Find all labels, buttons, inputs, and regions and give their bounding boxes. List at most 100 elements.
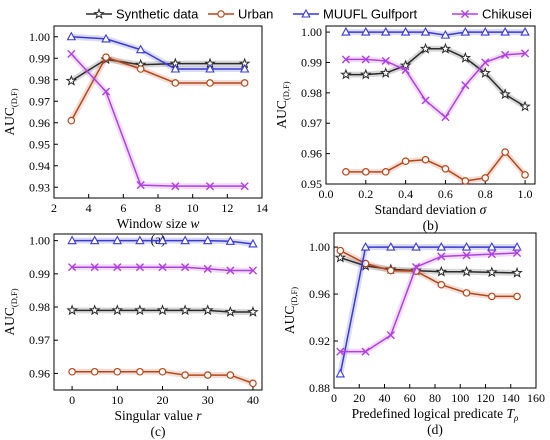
series-line: [71, 36, 245, 70]
y-tick-label: 0.96: [301, 147, 322, 161]
data-point: [400, 26, 411, 36]
data-point: [101, 33, 111, 43]
data-point: [441, 165, 450, 173]
x-tick-label: 10: [187, 201, 199, 215]
panel-caption: (b): [423, 218, 439, 233]
y-tick-label: 0.96: [29, 116, 50, 130]
x-axis-label-var: w: [190, 216, 199, 231]
series-muufl-gulfport: [335, 241, 522, 378]
data-point: [66, 304, 78, 316]
series-synthetic-data: [66, 304, 259, 317]
x-tick-label: 1.0: [518, 187, 533, 201]
x-tick-label: 40: [379, 391, 391, 405]
y-axis-label-main: AUC: [2, 307, 17, 336]
data-point: [435, 265, 448, 277]
y-tick-label: 0.98: [301, 86, 322, 100]
data-point: [136, 181, 145, 190]
series-line: [70, 56, 245, 121]
data-point: [387, 266, 395, 275]
x-tick-label: 0.4: [398, 187, 413, 201]
y-tick-label: 0.95: [29, 137, 50, 151]
x-axis-label-var: r: [196, 408, 202, 423]
x-tick-label: 100: [451, 391, 469, 405]
data-point: [171, 79, 180, 87]
legend-label: MUUFL Gulfport: [323, 7, 418, 22]
data-point: [501, 148, 509, 156]
y-tick-label: 0.96: [309, 287, 330, 301]
legend-label: Urban: [238, 7, 273, 22]
data-point: [113, 367, 122, 376]
y-axis-label: AUC(D,F): [2, 288, 19, 335]
legend-marker: [301, 8, 311, 18]
data-point: [487, 241, 497, 251]
data-point: [203, 235, 213, 245]
x-tick-label: 20: [157, 393, 169, 407]
data-point: [379, 67, 392, 79]
data-point: [459, 51, 472, 63]
chart-panel: 0 20 40 60 80 100 120 140 160 0.88 0.92 0.96 1.00 Pre…: [282, 232, 545, 437]
data-point: [488, 292, 496, 301]
x-tick-label: 0: [69, 393, 75, 407]
data-point: [437, 280, 446, 289]
y-tick-label: 0.93: [29, 180, 50, 194]
data-point: [481, 58, 490, 67]
data-point: [135, 263, 145, 272]
y-axis-label-main: AUC: [2, 107, 17, 136]
data-point: [67, 116, 76, 125]
x-tick-label: 80: [429, 391, 441, 405]
data-point: [411, 262, 421, 272]
y-axis-label-main: AUC: [282, 306, 297, 335]
x-tick-label: 10: [111, 393, 123, 407]
data-point: [401, 65, 410, 75]
x-axis-label-text: Window size: [117, 216, 191, 231]
series-chikusei: [341, 49, 530, 122]
series-line: [339, 249, 518, 298]
y-tick-label: 0.97: [301, 116, 322, 130]
plot-frame: [325, 25, 536, 185]
series-halo: [345, 149, 528, 184]
data-point: [240, 79, 249, 87]
x-tick-label: 0.0: [319, 187, 334, 201]
x-tick-label: 2: [51, 201, 57, 215]
legend-marker: [217, 10, 225, 18]
data-point: [171, 182, 180, 191]
series-chikusei: [67, 49, 249, 191]
x-axis-label-text: Predefined logical predicate: [352, 406, 507, 421]
data-point: [67, 263, 77, 272]
y-axis-label: AUC(D,F): [282, 287, 299, 334]
legend-item: Chikusei: [452, 7, 532, 22]
panel-caption: (c): [151, 424, 166, 439]
data-point: [486, 266, 498, 278]
data-point: [436, 241, 447, 251]
data-point: [181, 263, 190, 272]
data-point: [521, 171, 529, 179]
x-axis-label-text: Standard deviation: [375, 202, 480, 217]
data-point: [520, 26, 530, 36]
data-point: [421, 96, 430, 105]
data-point: [342, 168, 350, 176]
data-point: [90, 367, 99, 376]
data-point: [419, 42, 432, 54]
data-point: [360, 68, 372, 80]
data-point: [135, 44, 146, 54]
y-axis-label: AUC(D,F): [2, 88, 19, 135]
data-point: [381, 168, 390, 176]
x-axis-label: Window size w: [117, 216, 200, 231]
data-point: [67, 235, 77, 245]
data-point: [206, 79, 214, 87]
data-point: [437, 252, 446, 261]
series-line: [70, 58, 245, 82]
data-point: [136, 65, 145, 73]
data-point: [180, 235, 190, 245]
y-tick-label: 1.00: [29, 30, 50, 44]
data-point: [341, 55, 350, 64]
plot-frame: [53, 233, 263, 391]
data-point: [66, 31, 77, 41]
data-point: [239, 63, 250, 73]
legend-item: Urban: [208, 7, 273, 22]
y-tick-label: 0.99: [29, 51, 50, 65]
data-point: [157, 235, 168, 245]
data-point: [421, 155, 430, 164]
y-tick-label: 0.97: [29, 94, 50, 108]
